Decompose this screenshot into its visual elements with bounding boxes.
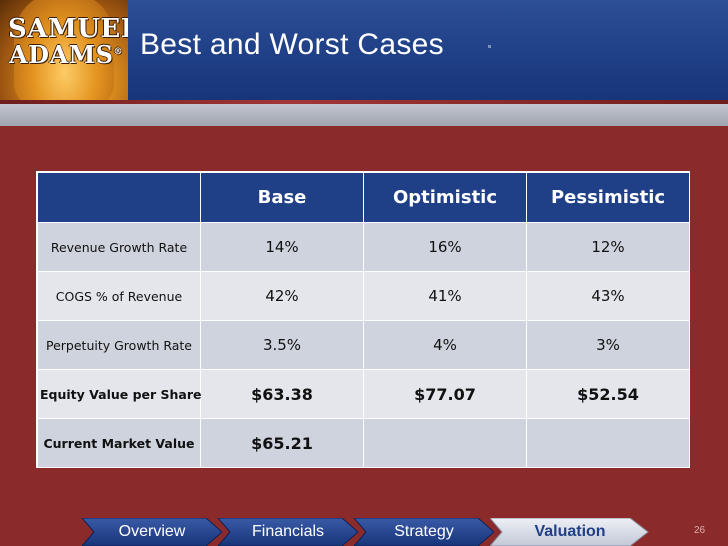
row-label: Perpetuity Growth Rate [37,320,201,370]
logo-line-2: ADAMS® [8,40,124,69]
cell-optimistic: 4% [363,320,527,370]
cell-base: $65.21 [200,418,364,468]
logo-registered-mark: ® [113,47,123,57]
cell-base: 14% [200,222,364,272]
scenario-table-grid: Base Optimistic Pessimistic Revenue Grow… [37,172,690,468]
row-label: Revenue Growth Rate [37,222,201,272]
header-cell-optimistic: Optimistic [363,172,527,223]
cell-optimistic: 16% [363,222,527,272]
table-header-row: Base Optimistic Pessimistic [37,172,690,223]
nav-tab-overview-label: Overview [118,523,186,540]
bottom-navigation: Overview Financials Strategy Valuation [0,518,728,546]
nav-tab-overview[interactable]: Overview [82,518,222,546]
slide-title: Best and Worst Cases [140,28,444,61]
cell-optimistic: $77.07 [363,369,527,419]
nav-tab-strategy-shape [354,518,494,546]
table-row: Revenue Growth Rate 14% 16% 12% [37,222,690,272]
nav-tab-financials-shape [218,518,358,546]
row-label: Equity Value per Share [37,369,202,419]
logo-line-2-text: ADAMS [9,40,114,69]
cell-pessimistic: 12% [526,222,690,272]
cell-pessimistic: 43% [526,271,690,321]
logo-line-1: SAMUEL [8,14,128,44]
cell-base: $63.38 [200,369,364,419]
header-cell-empty [37,172,201,223]
cell-optimistic: 41% [363,271,527,321]
table-row: COGS % of Revenue 42% 41% 43% [37,271,690,321]
nav-tab-strategy[interactable]: Strategy [354,518,494,546]
header-shadow-band [0,104,728,126]
title-decoration [488,45,491,48]
cell-base: 3.5% [200,320,364,370]
nav-tab-valuation[interactable]: Valuation [490,518,650,546]
table-row: Current Market Value $65.21 [37,418,690,468]
table-row: Equity Value per Share $63.38 $77.07 $52… [37,369,690,419]
cell-base: 42% [200,271,364,321]
row-label: Current Market Value [37,418,201,468]
nav-tab-financials-label: Financials [251,523,325,540]
cell-pessimistic [526,418,690,468]
row-label: COGS % of Revenue [37,271,201,321]
page-number: 26 [694,525,706,536]
nav-tab-valuation-shape [490,518,649,546]
scenario-table: Base Optimistic Pessimistic Revenue Grow… [36,171,690,468]
cell-pessimistic: $52.54 [526,369,690,419]
cell-pessimistic: 3% [526,320,690,370]
nav-tab-overview-shape [82,518,222,546]
cell-optimistic [363,418,527,468]
header-accent-bar [0,100,728,104]
nav-tab-strategy-label: Strategy [394,523,454,540]
beer-glass-icon [14,0,114,100]
nav-tab-valuation-label: Valuation [534,523,606,540]
nav-tab-financials[interactable]: Financials [218,518,358,546]
samuel-adams-logo: SAMUEL ADAMS® [0,0,128,100]
header-cell-pessimistic: Pessimistic [526,172,690,223]
header-cell-base: Base [200,172,364,223]
table-row: Perpetuity Growth Rate 3.5% 4% 3% [37,320,690,370]
